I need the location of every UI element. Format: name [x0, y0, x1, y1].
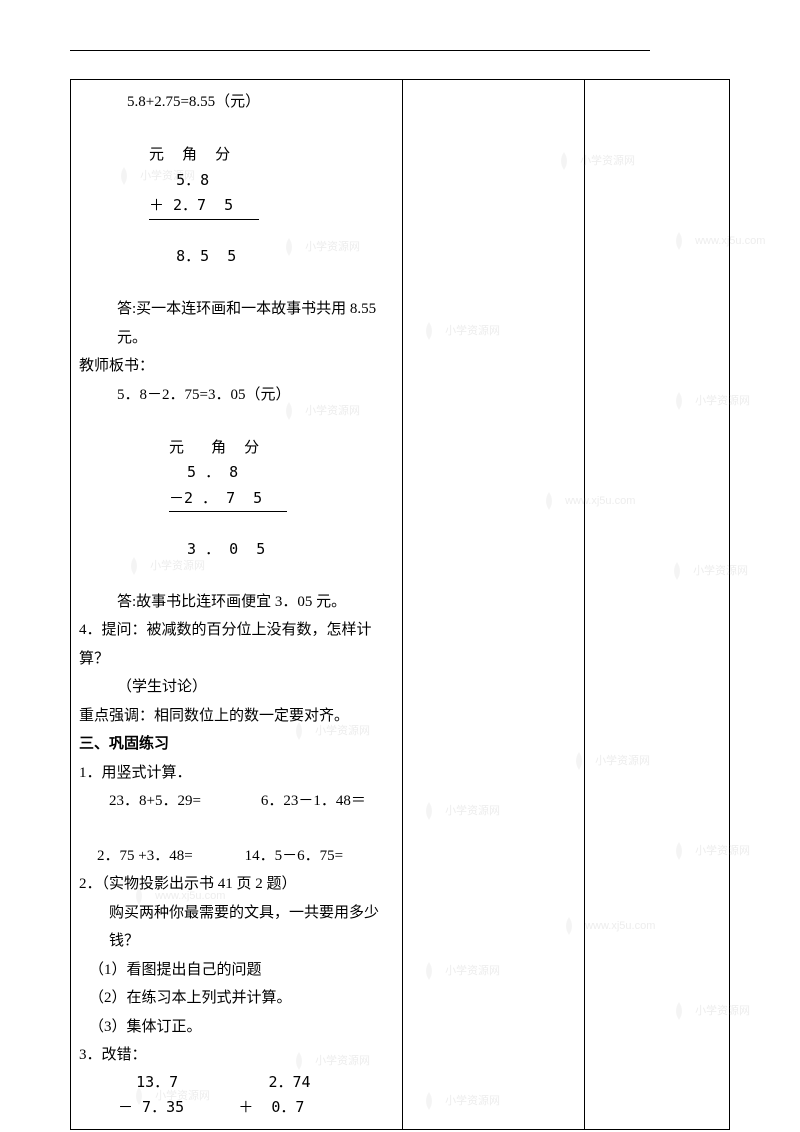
ex1-a-left: 23．8+5．29= [109, 787, 201, 816]
q4-emph: 重点强调：相同数位上的数一定要对齐。 [79, 702, 394, 731]
section3-title: 三、巩固练习 [79, 730, 394, 759]
calc2-vertical: 元 角 分 5 ． 8 －2 ． 7 5 3 ． 0 5 [79, 409, 394, 588]
content-table: 5.8+2.75=8.55（元） 元 角 分 5．8 ＋ 2．7 5 8．5 5… [70, 79, 730, 1130]
calc1-row3: 8．5 5 [149, 247, 236, 265]
ex3-row2: － 7．35 ＋ 0．7 [79, 1095, 394, 1121]
calc2-row1: 5 ． 8 [169, 463, 238, 481]
calc1-equation: 5.8+2.75=8.55（元） [79, 88, 394, 117]
calc2-header: 元 角 分 [169, 438, 259, 456]
right-column [585, 80, 730, 1130]
ex2-q: 购买两种你最需要的文具，一共要用多少钱？ [79, 899, 394, 956]
ex1-title: 1．用竖式计算． [79, 759, 394, 788]
ex2-a1: （1）看图提出自己的问题 [79, 956, 394, 985]
ex3-r1r: 2．74 [178, 1073, 310, 1091]
calc2-answer: 答:故事书比连环画便宜 3．05 元。 [79, 588, 394, 617]
calc2-row3: 3 ． 0 5 [169, 540, 265, 558]
calc1-row2: ＋ 2．7 5 [149, 196, 233, 214]
calc1-answer: 答:买一本连环画和一本故事书共用 8.55 元。 [79, 295, 394, 352]
calc2-equation: 5．8－2．75=3．05（元） [79, 381, 394, 410]
calc1-row1: 5．8 [149, 171, 209, 189]
ex3-r2r: ＋ 0．7 [184, 1098, 304, 1116]
q4-line2: （学生讨论） [79, 673, 394, 702]
ex2-title: 2．（实物投影出示书 41 页 2 题） [79, 870, 394, 899]
calc1-header: 元 角 分 [149, 145, 230, 163]
main-column: 5.8+2.75=8.55（元） 元 角 分 5．8 ＋ 2．7 5 8．5 5… [71, 80, 403, 1130]
calc1-vertical: 元 角 分 5．8 ＋ 2．7 5 8．5 5 [79, 117, 394, 296]
ex1-b-right: 14．5－6．75= [245, 842, 343, 871]
ex3-row1: 13．7 2．74 [79, 1070, 394, 1096]
teacher-board: 教师板书： [79, 352, 394, 381]
q4-line1: 4．提问：被减数的百分位上没有数，怎样计算？ [79, 616, 394, 673]
ex1-b-left: 2．75 +3．48= [97, 842, 193, 871]
calc2-rule [169, 511, 287, 514]
ex3-r2l: － 7．35 [109, 1098, 184, 1116]
page-top-rule [70, 50, 650, 51]
ex2-a3: （3）集体订正。 [79, 1013, 394, 1042]
ex1-rowA: 23．8+5．29= 6．23－1．48＝ [79, 787, 394, 816]
ex3-title: 3．改错： [79, 1041, 394, 1070]
mid-column [403, 80, 585, 1130]
ex3-r1l: 13．7 [109, 1073, 178, 1091]
calc2-row2: －2 ． 7 5 [169, 489, 262, 507]
calc1-rule [149, 219, 259, 222]
ex2-a2: （2）在练习本上列式并计算。 [79, 984, 394, 1013]
spacer [79, 816, 394, 842]
ex1-a-right: 6．23－1．48＝ [261, 787, 366, 816]
ex1-rowB: 2．75 +3．48= 14．5－6．75= [79, 842, 394, 871]
